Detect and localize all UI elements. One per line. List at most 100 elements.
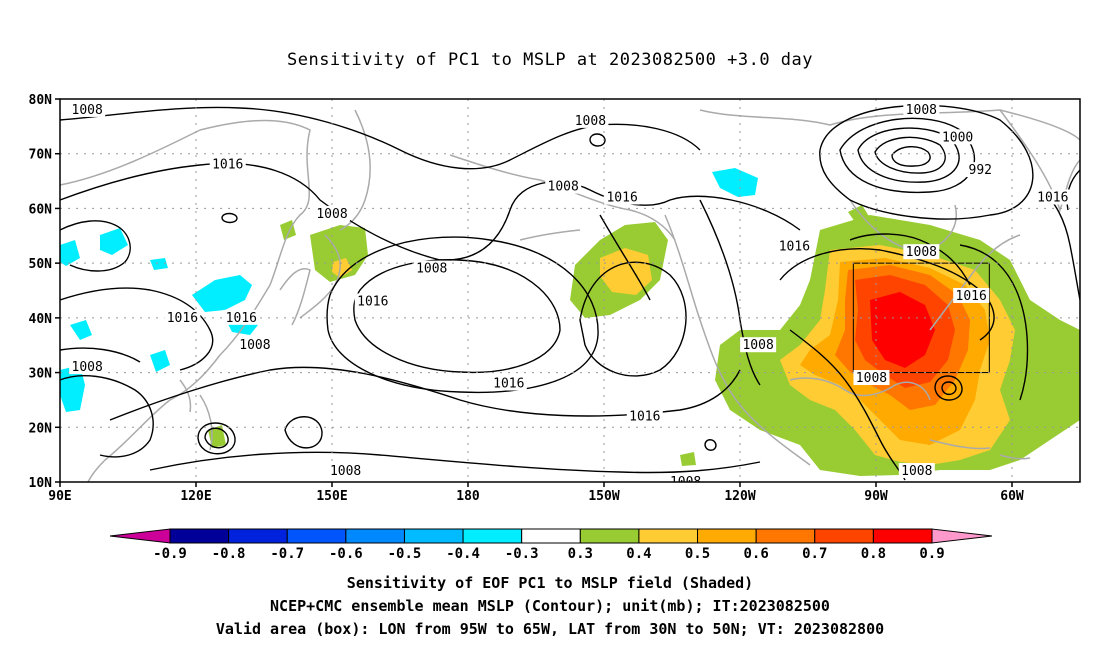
contour-label-bg [490,375,527,391]
colorbar-segment [697,528,757,544]
contour-small-gulf [704,439,717,451]
contour-label-text: 1008 [316,207,347,222]
contour-label: 1016 [953,287,990,304]
contour-label-bg [413,260,450,276]
contour-label-text: 1008 [575,114,606,129]
contour-label: 1008 [903,101,940,118]
contour-us-1016-b [959,244,1029,401]
contour-label: 1008 [327,463,364,479]
contour-label-text: 1016 [779,240,810,255]
contour-small-low-philippines [197,422,236,455]
colorbar-high-end [931,528,993,544]
contour-west-1008 [60,375,154,458]
coast-caribbean [929,439,1031,460]
colorbar-label: -0.5 [388,546,422,562]
contour-label-bg [545,178,582,194]
contour-label-text: 1008 [330,464,361,479]
longitude-axis: 90E 120E 150E 180 150W 120W 90W 60W [48,482,1024,504]
contour-small-low-2 [284,416,323,449]
contour-small-asia [221,212,238,224]
lon-tick-label: 120E [180,489,211,504]
contour-1016-north-pacific [60,162,801,261]
colorbar-segment [755,528,816,544]
contour-us-1008 [789,329,906,481]
contour-label-text: 992 [969,163,992,178]
contour-label-text: 1016 [212,158,243,173]
coast-north-america-east [929,234,1021,331]
contour-label: 1016 [209,156,246,173]
shade-region-japan-yellow [332,258,352,278]
colorbar-segment [286,528,347,544]
colorbar-segment [345,528,405,544]
contour-label-bg [1034,189,1071,205]
contour-label-text: 1008 [742,338,773,353]
lon-tick-label: 180 [456,489,480,504]
contour-label-bg [69,101,106,117]
lat-tick-label: 50N [29,257,53,272]
colorbar-segment [521,528,581,544]
contour-label-bg [898,463,935,479]
contour-label-text: 1016 [167,311,198,326]
contour-label: 1008 [314,205,350,222]
contour-label: 1016 [604,189,641,205]
contour-label-bg [327,463,364,479]
contour-label: 1016 [776,238,813,255]
colorbar-label: 0.5 [685,546,710,562]
lat-tick-label: 80N [29,93,53,108]
contour-label: 992 [966,162,995,178]
lon-tick-label: 150E [316,489,347,504]
contour-label-text: 1016 [1037,190,1068,205]
contour-labels: 1008 1016 1008 1016 1016 1008 1008 1008 1016 1008… [69,101,1071,482]
colorbar-label: 0.7 [802,546,827,562]
contour-label-text: 1008 [906,245,937,260]
colorbar-label: 0.8 [861,546,886,562]
contour-west-2 [60,220,131,272]
contour-pacific-high-3 [579,261,687,377]
lat-tick-label: 60N [29,202,53,217]
contour-label-bg [903,244,940,260]
lat-tick-label: 30N [29,367,53,382]
contour-label-bg [953,287,990,303]
contour-label: 1008 [740,337,777,353]
contour-label-bg [572,112,609,128]
contour-label-text: 1016 [226,311,257,326]
contour-label: 1008 [69,359,106,375]
contour-label-text: 1016 [606,190,637,205]
coast-greenland [999,109,1080,213]
coast-gulf-mexico [789,377,931,401]
contour-us-1016 [779,248,995,341]
shade-region-us-red [870,292,935,368]
coast-north-america-west [664,214,811,466]
coast-arctic [699,109,1080,141]
colorbar-segment [228,528,288,544]
contour-label-bg [939,129,976,145]
contour-low-labrador-3 [874,136,946,174]
contour-label-bg [354,293,391,309]
lon-tick-label: 60W [1000,489,1024,504]
colorbar-label: -0.4 [446,546,480,562]
contour-label: 1008 [667,474,704,482]
colorbar-label: 0.6 [744,546,769,562]
contour-label-bg [209,156,246,172]
colorbar-segment [403,528,464,544]
contour-label-bg [740,337,777,353]
contour-label: 1016 [223,309,260,326]
contour-label-bg [776,238,813,254]
contour-label-text: 1000 [942,130,973,145]
colorbar-segment [638,528,699,544]
contour-low-labrador-4 [891,146,931,167]
colorbar-segment [814,528,874,544]
colorbar-label: -0.7 [270,546,304,562]
colorbar-label: 0.9 [919,546,944,562]
contour-label-text: 1016 [493,377,524,392]
contour-label-text: 1008 [72,103,103,118]
contour-label: 1008 [898,463,935,479]
map-area: 1008 1016 1008 1016 1016 1008 1008 1008 1016 1008… [60,99,1080,482]
contour-label-bg [853,370,890,386]
lat-tick-label: 40N [29,312,53,327]
contour-label-bg [69,359,106,375]
colorbar-label: -0.6 [329,546,363,562]
contour-pacific-high-1 [353,259,561,374]
lon-tick-label: 90E [48,489,71,504]
lat-tick-label: 10N [29,476,53,491]
